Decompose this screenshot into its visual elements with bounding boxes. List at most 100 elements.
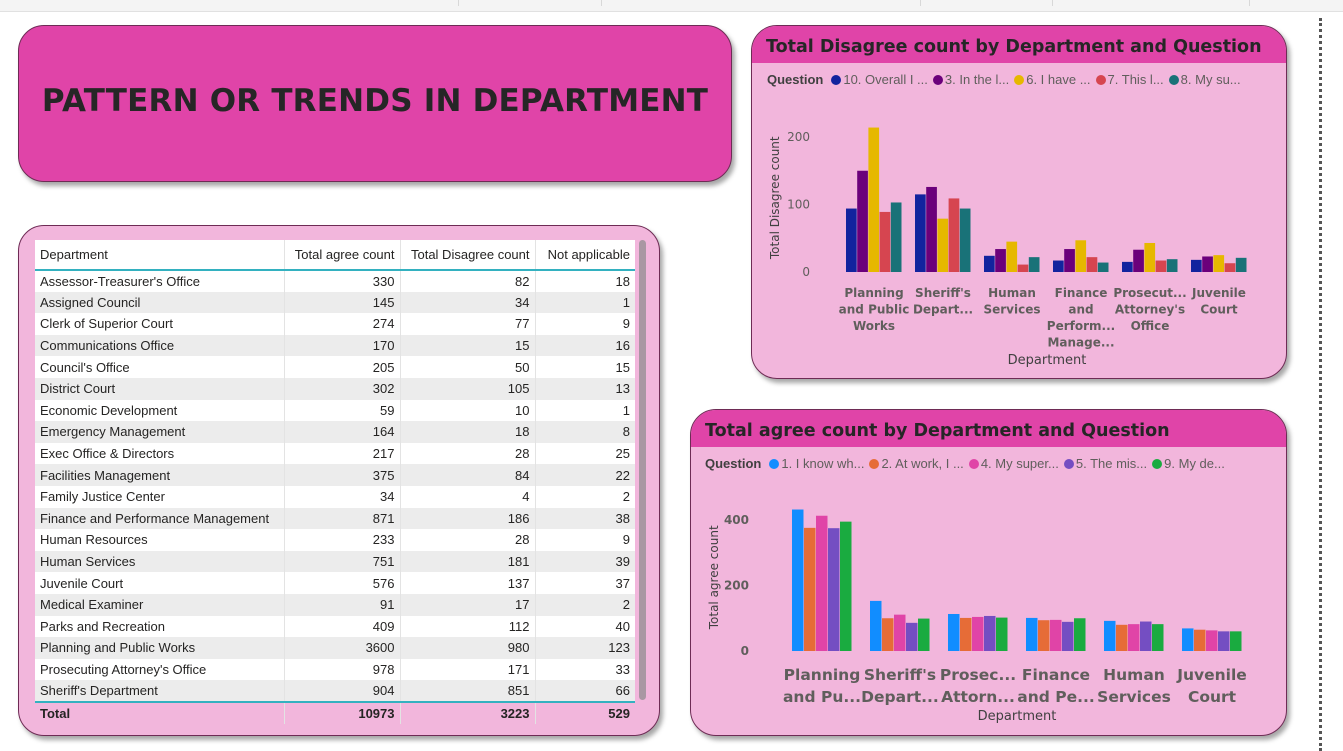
cell-disagree: 28 bbox=[399, 529, 535, 551]
agree-legend-item[interactable]: 9. My de... bbox=[1152, 456, 1225, 471]
disagree-legend-label: 6. I have ... bbox=[1026, 72, 1091, 87]
table-row[interactable]: Human Resources 233 28 9 bbox=[35, 529, 635, 551]
table-row[interactable]: Assessor-Treasurer's Office 330 82 18 bbox=[35, 270, 635, 292]
cell-not-applicable: 13 bbox=[534, 377, 635, 400]
total-not-applicable: 529 bbox=[534, 700, 635, 724]
agree-legend-item[interactable]: 5. The mis... bbox=[1063, 456, 1147, 471]
table-row[interactable]: Sheriff's Department 904 851 66 bbox=[35, 680, 635, 702]
cell-not-applicable: 1 bbox=[534, 399, 635, 422]
disagree-legend-label: 7. This l... bbox=[1107, 72, 1164, 87]
x-tick-label: Sheriff's bbox=[864, 666, 936, 684]
table-row[interactable]: Exec Office & Directors 217 28 25 bbox=[35, 442, 635, 465]
legend-dot-icon bbox=[1063, 458, 1074, 469]
bar bbox=[1074, 618, 1086, 651]
table-row[interactable]: Assigned Council 145 34 1 bbox=[35, 291, 635, 314]
x-tick-label: Human bbox=[1103, 666, 1165, 684]
table-row[interactable]: Prosecuting Attorney's Office 978 171 33 bbox=[35, 658, 635, 681]
cell-disagree: 186 bbox=[399, 507, 535, 530]
table-row[interactable]: Parks and Recreation 409 112 40 bbox=[35, 615, 635, 638]
column-header-department[interactable]: Department bbox=[35, 240, 284, 271]
table-row[interactable]: Economic Development 59 10 1 bbox=[35, 399, 635, 422]
cell-disagree: 18 bbox=[399, 421, 535, 443]
column-header-agree[interactable]: Total agree count bbox=[283, 240, 400, 271]
cell-department: Clerk of Superior Court bbox=[40, 316, 173, 332]
bar bbox=[926, 186, 937, 272]
legend-dot-icon bbox=[1095, 74, 1106, 85]
disagree-legend-item[interactable]: 7. This l... bbox=[1095, 72, 1164, 87]
cell-department: Economic Development bbox=[40, 402, 178, 418]
table-row[interactable]: Human Services 751 181 39 bbox=[35, 550, 635, 573]
bar bbox=[995, 249, 1006, 272]
x-tick-label: Finance bbox=[1055, 286, 1108, 300]
bar bbox=[1026, 617, 1038, 651]
column-header-not-applicable[interactable]: Not applicable bbox=[534, 240, 635, 271]
bar bbox=[960, 617, 972, 651]
agree-legend-item[interactable]: 4. My super... bbox=[968, 456, 1059, 471]
cell-department: Assigned Council bbox=[35, 291, 284, 314]
cell-department: Council's Office bbox=[40, 359, 130, 375]
bar bbox=[915, 194, 926, 272]
table-row[interactable]: Medical Examiner 91 17 2 bbox=[35, 593, 635, 616]
x-tick-label: Manage... bbox=[1047, 336, 1114, 350]
cell-department: District Court bbox=[35, 377, 284, 400]
cell-not-applicable: 2 bbox=[534, 593, 635, 616]
x-tick-label: and Public bbox=[839, 303, 910, 317]
legend-dot-icon bbox=[1168, 74, 1179, 85]
x-tick-label: Works bbox=[853, 319, 895, 333]
cell-not-applicable: 16 bbox=[534, 334, 635, 357]
table-row[interactable]: District Court 302 105 13 bbox=[35, 377, 635, 400]
cell-disagree: 137 bbox=[399, 572, 535, 594]
cell-department: Finance and Performance Management bbox=[35, 507, 284, 530]
bar bbox=[1140, 621, 1152, 651]
bar bbox=[792, 509, 804, 651]
table-row[interactable]: Communications Office 170 15 16 bbox=[35, 334, 635, 357]
disagree-legend-item[interactable]: 10. Overall I ... bbox=[831, 72, 928, 87]
bar bbox=[984, 615, 996, 651]
bar bbox=[857, 170, 868, 272]
agree-legend-item[interactable]: 1. I know wh... bbox=[769, 456, 864, 471]
bar bbox=[1144, 242, 1156, 272]
bar bbox=[1133, 249, 1144, 272]
y-tick-label: 400 bbox=[724, 513, 749, 527]
disagree-chart-title: Total Disagree count by Department and Q… bbox=[766, 37, 1262, 57]
bar bbox=[984, 255, 995, 272]
disagree-legend-label: 3. In the l... bbox=[944, 72, 1010, 87]
bar bbox=[1182, 628, 1194, 651]
table-row[interactable]: Planning and Public Works 3600 980 123 bbox=[35, 637, 635, 659]
cell-agree: 59 bbox=[283, 399, 400, 422]
cell-department: Planning and Public Works bbox=[35, 637, 284, 659]
table-row[interactable]: Council's Office 205 50 15 bbox=[35, 356, 635, 378]
table-row[interactable]: Facilities Management 375 84 22 bbox=[35, 464, 635, 486]
department-table-visual[interactable]: Department Total agree count Total Disag… bbox=[35, 240, 635, 724]
legend-dot-icon bbox=[932, 74, 943, 85]
disagree-legend-title: Question bbox=[767, 72, 824, 87]
agree-legend-label: 9. My de... bbox=[1164, 456, 1225, 471]
bar bbox=[996, 617, 1008, 651]
y-tick-label: 200 bbox=[787, 130, 810, 144]
bar bbox=[1086, 257, 1098, 272]
table-row[interactable]: Family Justice Center 34 4 2 bbox=[35, 485, 635, 508]
table-row[interactable]: Finance and Performance Management 871 186… bbox=[35, 507, 635, 530]
cell-disagree: 17 bbox=[399, 593, 535, 616]
bar bbox=[828, 528, 840, 651]
column-header-disagree[interactable]: Total Disagree count bbox=[399, 240, 535, 271]
agree-legend-item[interactable]: 2. At work, I ... bbox=[869, 456, 964, 471]
cell-not-applicable: 9 bbox=[534, 313, 635, 335]
cell-disagree: 980 bbox=[399, 637, 535, 659]
table-row[interactable]: Emergency Management 164 18 8 bbox=[35, 421, 635, 443]
cell-disagree: 77 bbox=[399, 313, 535, 335]
table-row[interactable]: Juvenile Court 576 137 37 bbox=[35, 572, 635, 594]
bar bbox=[918, 618, 930, 651]
bar bbox=[1028, 257, 1040, 272]
cell-agree: 375 bbox=[283, 464, 400, 486]
x-tick-label: Juvenile bbox=[1176, 666, 1247, 684]
table-scrollbar[interactable] bbox=[639, 240, 646, 700]
bar bbox=[1166, 259, 1178, 272]
disagree-legend-item[interactable]: 8. My su... bbox=[1168, 72, 1241, 87]
disagree-legend-item[interactable]: 3. In the l... bbox=[932, 72, 1010, 87]
disagree-legend-item[interactable]: 6. I have ... bbox=[1014, 72, 1091, 87]
table-row[interactable]: Clerk of Superior Court 274 77 9 bbox=[35, 313, 635, 335]
cell-not-applicable: 37 bbox=[534, 572, 635, 594]
cell-department: Human Resources bbox=[40, 532, 148, 548]
bar bbox=[1152, 624, 1164, 651]
